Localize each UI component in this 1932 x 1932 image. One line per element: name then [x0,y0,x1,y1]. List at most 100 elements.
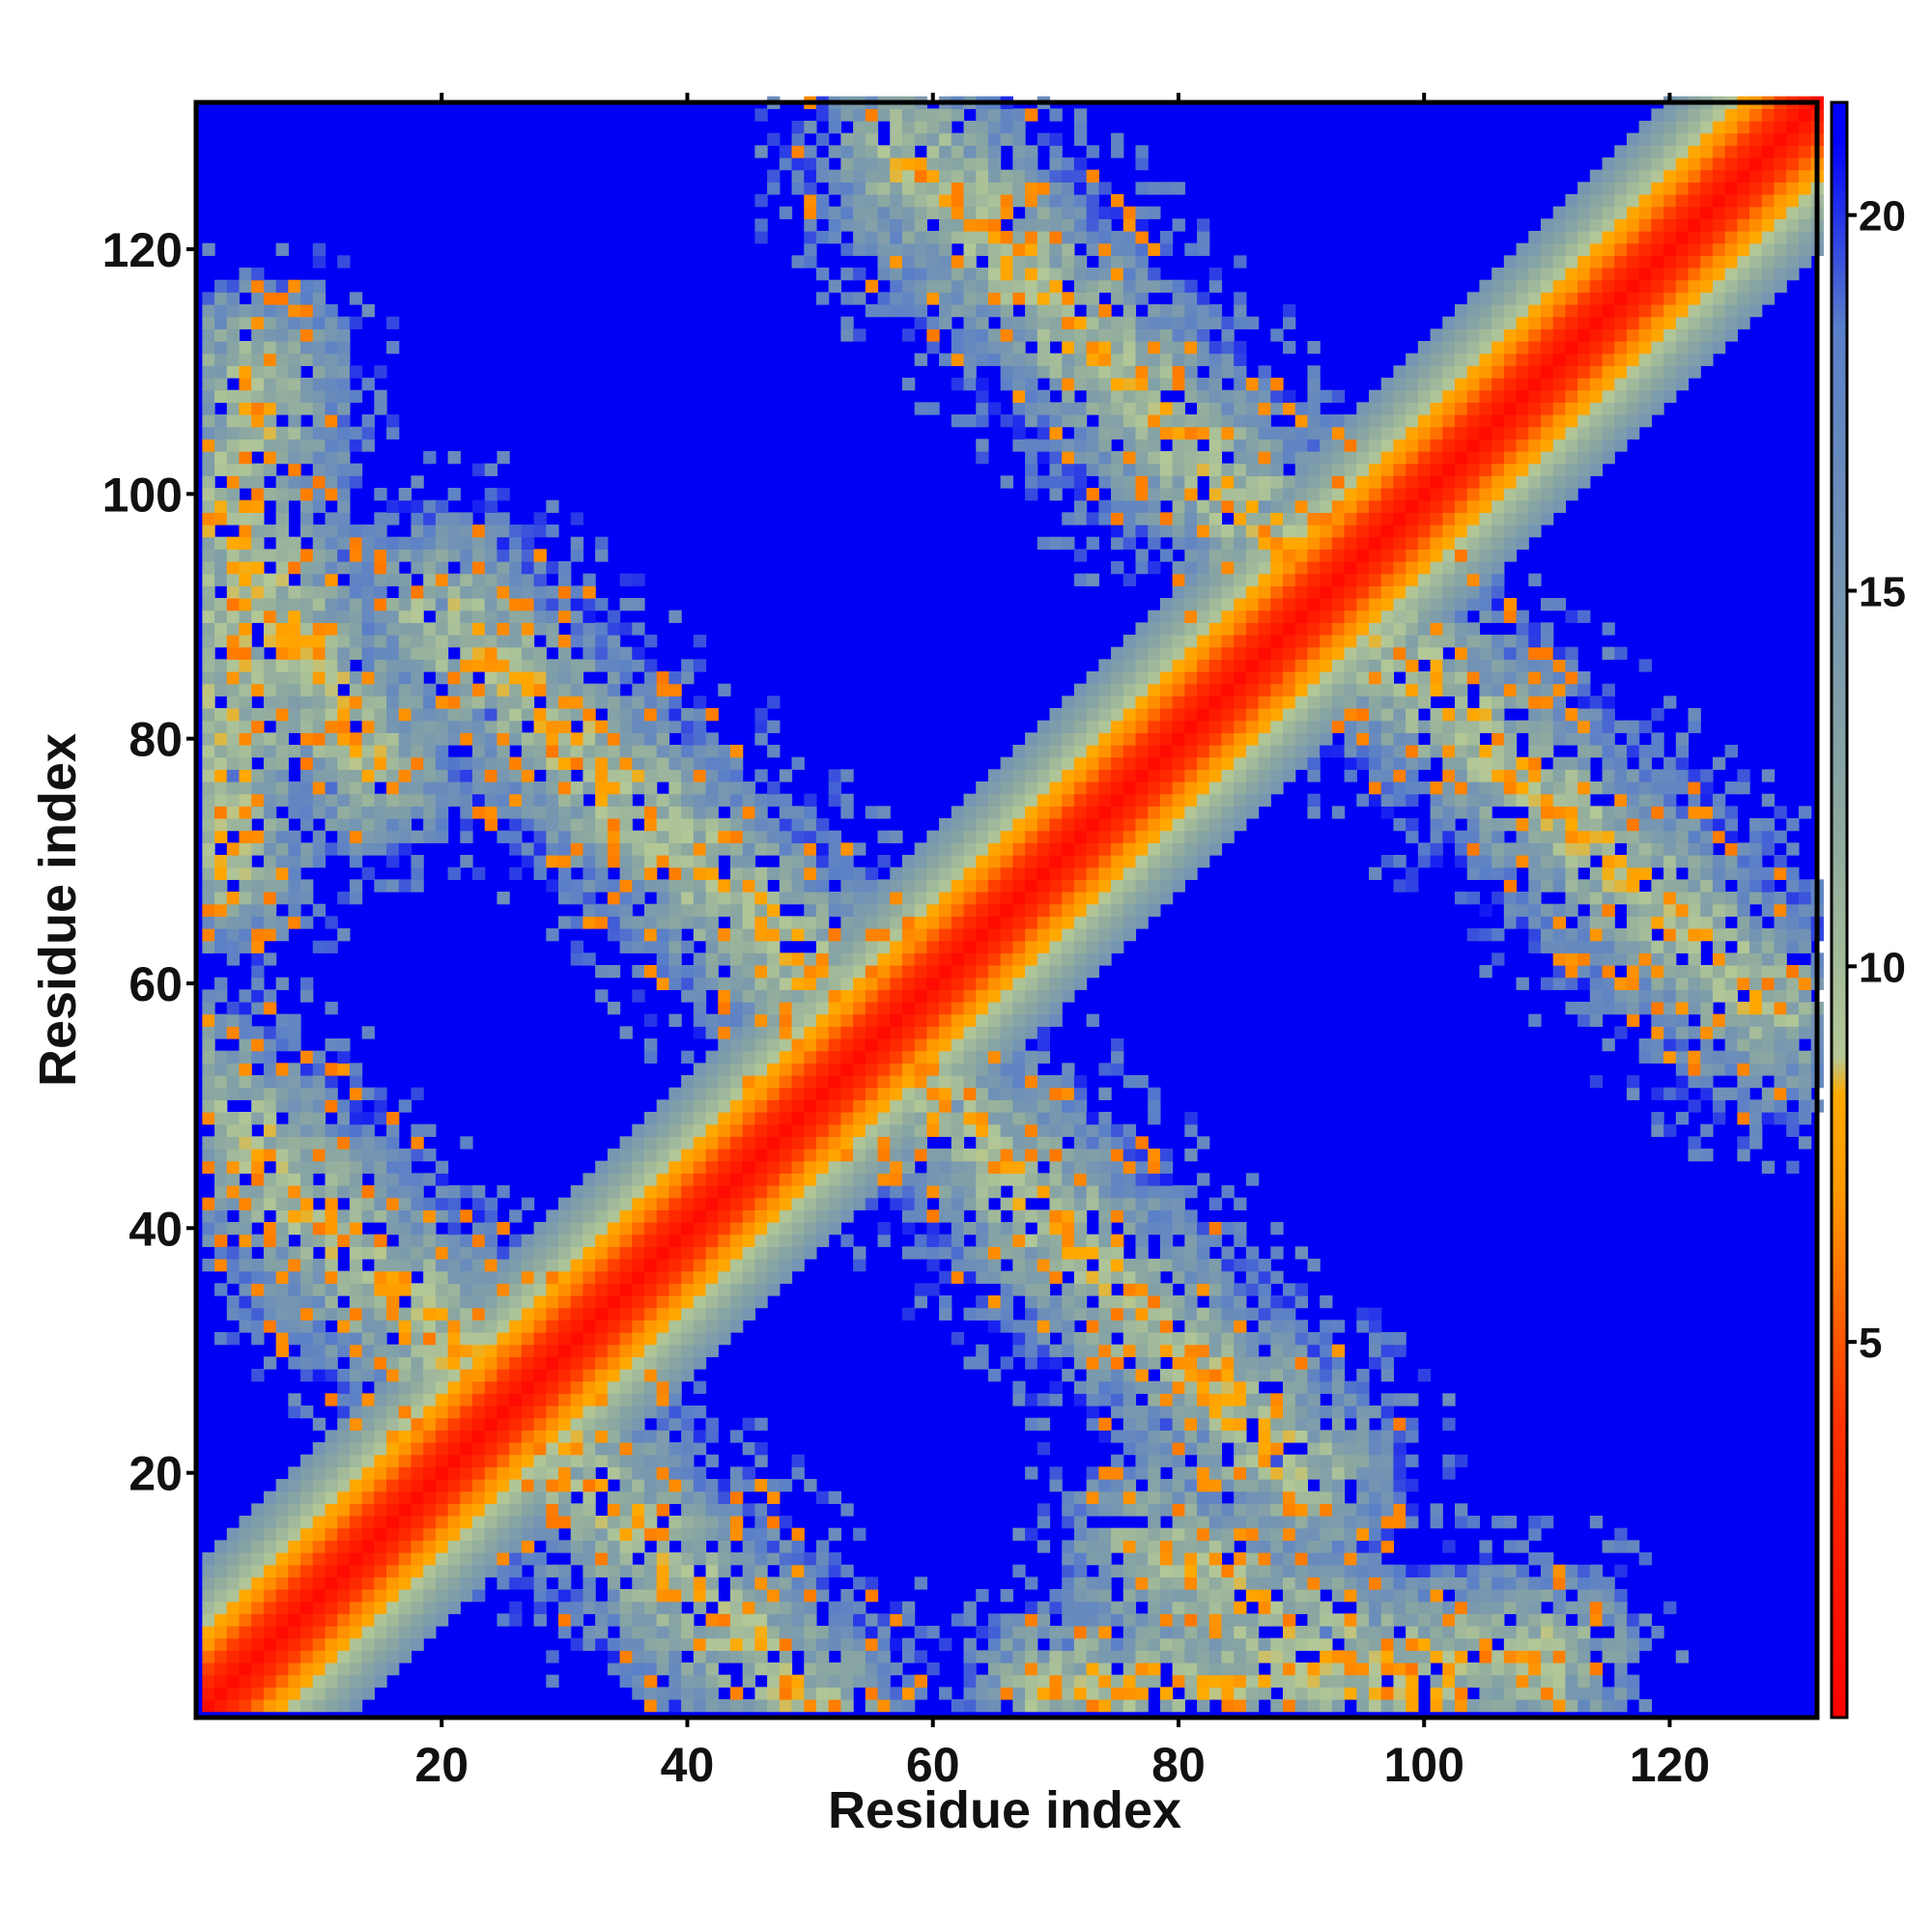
heatmap-cell [987,206,1002,219]
heatmap-cell [643,781,658,795]
heatmap-cell [374,708,387,722]
heatmap-cell [693,1075,707,1089]
heatmap-cell [361,1270,375,1284]
heatmap-cell [656,1650,670,1663]
heatmap-cell [374,1234,387,1247]
heatmap-cell [460,610,473,623]
heatmap-cell [1049,928,1063,942]
heatmap-cell [472,1577,486,1590]
heatmap-cell [546,1356,559,1370]
heatmap-cell [251,879,265,893]
heatmap-cell [472,1332,486,1346]
heatmap-cell [853,218,867,232]
heatmap-cell [754,1038,768,1052]
heatmap-cell [951,169,965,183]
heatmap-cell [619,1344,633,1357]
heatmap-cell [1012,1038,1026,1052]
heatmap-cell [976,1356,989,1370]
heatmap-cell [815,916,830,929]
heatmap-cell [349,1479,363,1492]
heatmap-cell [840,855,854,868]
heatmap-cell [987,169,1002,183]
heatmap-cell [632,1637,645,1651]
heatmap-cell [374,646,387,660]
heatmap-cell [288,646,301,660]
heatmap-cell [643,635,658,648]
heatmap-cell [1037,1540,1051,1553]
heatmap-cell [595,818,609,832]
heatmap-cell [693,1552,707,1566]
heatmap-cell [987,182,1002,195]
heatmap-cell [901,1123,916,1137]
heatmap-cell [963,182,977,195]
heatmap-cell [558,892,572,905]
heatmap-cell [472,1380,486,1394]
heatmap-cell [693,1626,707,1639]
heatmap-cell [214,439,228,452]
heatmap-cell [312,475,327,489]
heatmap-cell [656,1344,670,1357]
heatmap-cell [558,1491,572,1504]
heatmap-cell [251,1136,265,1150]
heatmap-cell [239,830,252,843]
heatmap-cell [1012,231,1026,244]
heatmap-cell [214,916,228,929]
heatmap-cell [226,1589,241,1603]
heatmap-cell [374,1601,387,1614]
heatmap-cell [337,426,351,440]
heatmap-cell [840,1564,854,1577]
heatmap-cell [901,1687,916,1700]
heatmap-cell [901,157,916,171]
heatmap-cell [435,1564,449,1577]
heatmap-cell [349,1564,363,1577]
heatmap-cell [263,892,277,905]
heatmap-cell [325,1344,338,1357]
heatmap-cell [251,598,265,611]
heatmap-cell [963,365,977,379]
heatmap-cell [1049,1466,1063,1480]
heatmap-cell [484,1320,498,1333]
heatmap-cell [607,1380,621,1394]
heatmap-cell [288,1699,301,1713]
heatmap-cell [681,756,695,770]
heatmap-cell [226,635,241,648]
heatmap-cell [460,1430,473,1443]
heatmap-cell [767,1246,781,1260]
heatmap-cell [1000,1026,1013,1039]
heatmap-cell [312,756,327,770]
heatmap-cell [570,879,584,893]
heatmap-cell [804,1209,817,1223]
heatmap-cell [398,1540,412,1553]
heatmap-cell [1025,1259,1038,1272]
heatmap-cell [398,1466,412,1480]
heatmap-cell [226,1222,241,1236]
heatmap-cell [632,1626,645,1639]
heatmap-cell [853,940,867,953]
heatmap-cell [275,1270,289,1284]
heatmap-cell [202,1026,215,1039]
heatmap-cell [423,1430,437,1443]
heatmap-cell [643,1454,658,1467]
heatmap-cell [411,1222,424,1236]
heatmap-cell [1049,169,1063,183]
heatmap-cell [901,940,916,953]
heatmap-cell [275,855,289,868]
heatmap-cell [423,1344,437,1357]
heatmap-cell [767,1613,781,1627]
heatmap-cell [595,1417,609,1431]
heatmap-cell [570,830,584,843]
heatmap-cell [460,512,473,526]
heatmap-cell [619,732,633,746]
heatmap-cell [890,1160,903,1174]
heatmap-cell [226,1662,241,1676]
heatmap-cell [914,879,927,893]
heatmap-cell [582,1516,596,1529]
heatmap-cell [263,830,277,843]
heatmap-cell [374,830,387,843]
heatmap-cell [1049,892,1063,905]
heatmap-cell [558,818,572,832]
heatmap-cell [546,1650,559,1663]
heatmap-cell [521,1380,535,1394]
heatmap-cell [300,549,314,562]
heatmap-cell [288,903,301,917]
